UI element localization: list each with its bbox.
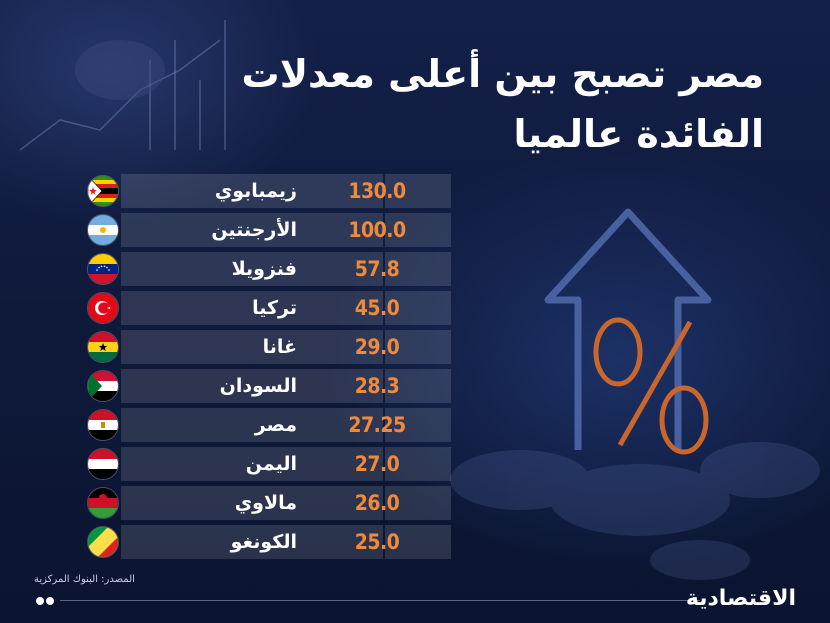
rate-value: 130.0 (348, 179, 406, 203)
value-cell (385, 447, 451, 481)
rate-value: 57.8 (354, 257, 400, 281)
value-cell (385, 408, 451, 442)
egypt-flag-icon (87, 409, 119, 441)
value-cell (385, 486, 451, 520)
yemen-flag-icon (87, 448, 119, 480)
percent-icon (593, 317, 709, 455)
value-cell (385, 369, 451, 403)
rate-value: 28.3 (354, 374, 400, 398)
rate-value: 25.0 (354, 530, 400, 554)
country-name: زيمبابوي (214, 180, 297, 202)
rate-value: 45.0 (354, 296, 400, 320)
rate-value: 27.0 (354, 452, 400, 476)
table-row: الكونغو 25.0 (79, 525, 451, 559)
table-row: السودان 28.3 (79, 369, 451, 403)
table-row: الأرجنتين 100.0 (79, 213, 451, 247)
table-row: فنزويلا 57.8 (79, 252, 451, 286)
table-row: مالاوي 26.0 (79, 486, 451, 520)
country-cell (121, 330, 383, 364)
brand-logo: الاقتصادية (685, 586, 797, 611)
country-name: اليمن (245, 453, 297, 475)
country-name: السودان (219, 375, 297, 397)
country-name: غانا (262, 336, 297, 358)
country-name: تركيا (252, 297, 297, 319)
dots-icon (36, 597, 54, 605)
table-row: مصر 27.25 (79, 408, 451, 442)
footer-divider (60, 600, 700, 601)
value-cell (385, 330, 451, 364)
up-arrow-icon (544, 208, 712, 450)
malawi-flag-icon (87, 487, 119, 519)
table-row: زيمبابوي 130.0 (79, 174, 451, 208)
table-row: تركيا 45.0 (79, 291, 451, 325)
table-row: اليمن 27.0 (79, 447, 451, 481)
country-cell (121, 369, 383, 403)
venezuela-flag-icon (87, 253, 119, 285)
rate-value: 27.25 (348, 413, 406, 437)
zimbabwe-flag-icon (87, 175, 119, 207)
country-cell (121, 408, 383, 442)
title-line-1: مصر تصبح بين أعلى معدلات (241, 52, 764, 96)
table-row: غانا 29.0 (79, 330, 451, 364)
interest-rate-table: زيمبابوي 130.0 الأرجنتين 100.0 (79, 174, 451, 564)
value-cell (385, 213, 451, 247)
country-cell (121, 174, 383, 208)
rate-value: 29.0 (354, 335, 400, 359)
page-title: مصر تصبح بين أعلى معدلات الفائدة عالميا (204, 44, 764, 164)
value-cell (385, 291, 451, 325)
country-name: مصر (254, 414, 297, 436)
world-map-icon (450, 442, 820, 580)
turkey-flag-icon (87, 292, 119, 324)
value-cell (385, 525, 451, 559)
value-cell (385, 174, 451, 208)
country-name: مالاوي (234, 492, 297, 514)
value-cell (385, 252, 451, 286)
country-cell (121, 525, 383, 559)
country-name: الكونغو (230, 531, 297, 553)
country-name: فنزويلا (231, 258, 297, 280)
rate-value: 100.0 (348, 218, 406, 242)
title-line-2: الفائدة عالميا (513, 112, 764, 156)
source-note: المصدر: البنوك المركزية (34, 574, 135, 585)
ghana-flag-icon (87, 331, 119, 363)
country-cell (121, 213, 383, 247)
country-cell (121, 291, 383, 325)
country-cell (121, 252, 383, 286)
rate-value: 26.0 (354, 491, 400, 515)
country-name: الأرجنتين (211, 219, 297, 241)
sudan-flag-icon (87, 370, 119, 402)
argentina-flag-icon (87, 214, 119, 246)
hand-silhouette (75, 40, 165, 100)
country-cell (121, 447, 383, 481)
congo-flag-icon (87, 526, 119, 558)
country-cell (121, 486, 383, 520)
